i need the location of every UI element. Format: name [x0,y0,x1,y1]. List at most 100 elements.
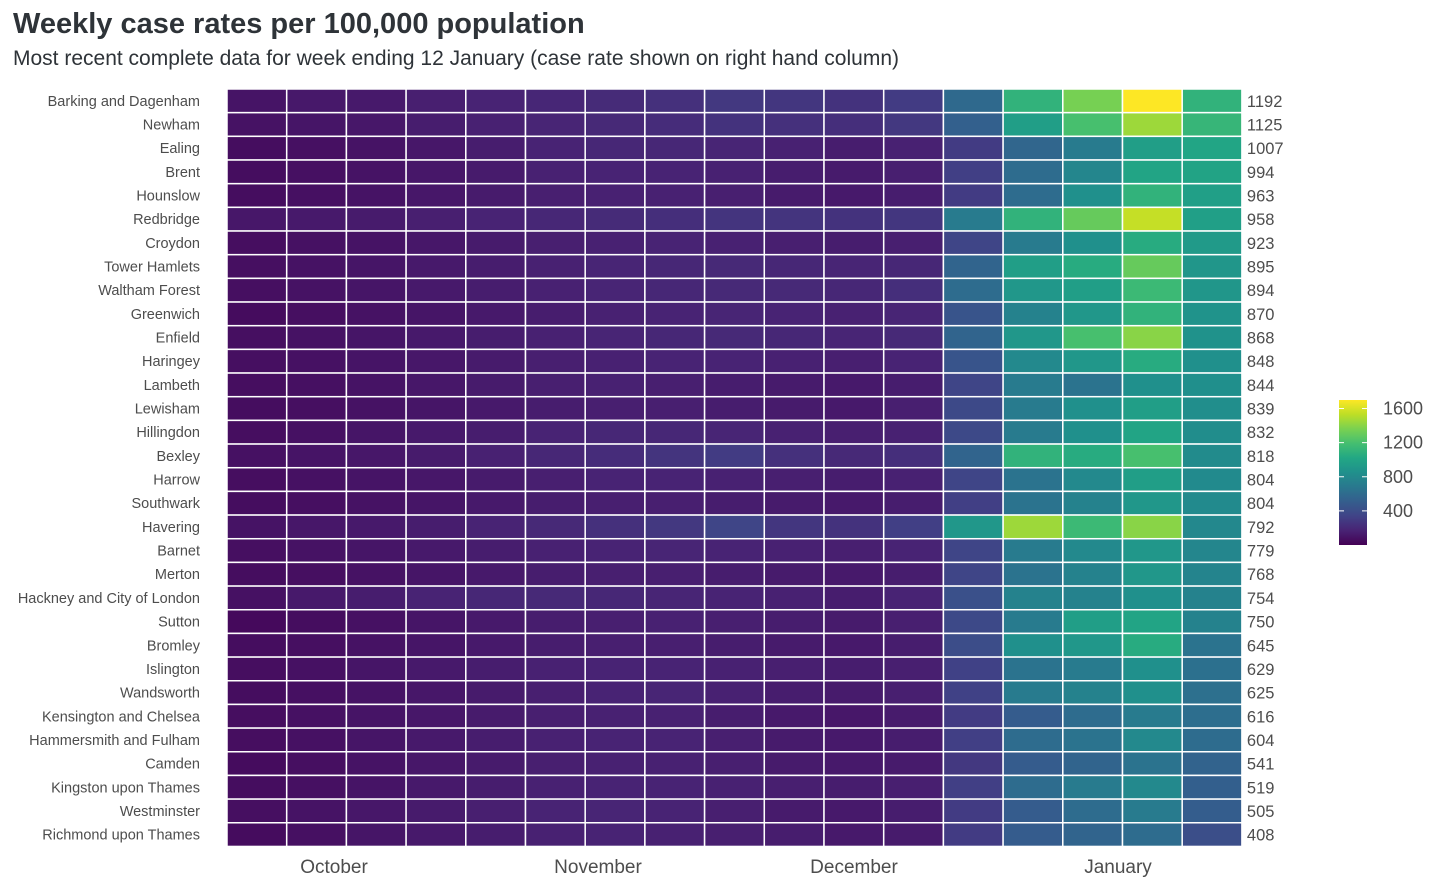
heatmap-cell [405,182,467,209]
heatmap-cell [1181,135,1243,161]
heatmap-cell [942,798,1004,824]
heatmap-cell [703,727,766,753]
heatmap-cell [644,88,706,114]
heatmap-cell [226,608,288,635]
latest-rate-label: 994 [1247,164,1275,182]
heatmap-cell [524,561,586,587]
heatmap-cell [584,537,646,564]
heatmap-cell [1062,822,1124,848]
heatmap-cell [942,159,1004,185]
heatmap-cell [942,703,1004,729]
heatmap-cell [524,135,586,161]
heatmap-cell [524,680,586,706]
heatmap-cell [1121,277,1183,303]
latest-rate-label: 768 [1247,566,1275,584]
heatmap-cell [1181,182,1243,209]
heatmap-cell [942,206,1004,232]
latest-rate-label: 1007 [1247,140,1284,158]
heatmap-cell [465,632,527,658]
heatmap-cell [823,443,885,469]
heatmap-cell [644,751,706,777]
heatmap-cell [644,466,706,493]
heatmap-cell [1121,253,1183,280]
heatmap-cell [1121,514,1183,540]
heatmap-cell [882,277,945,303]
heatmap-cell [1121,727,1183,753]
heatmap-cell [644,703,706,729]
heatmap-cell [1002,585,1064,611]
heatmap-cell [644,680,706,706]
heatmap-cell [882,372,945,398]
heatmap-cell [644,585,706,611]
heatmap-cell [345,585,407,611]
heatmap-cell [823,277,885,303]
heatmap-cell [405,514,467,540]
heatmap-cell [405,727,467,753]
heatmap-cell [882,253,945,280]
heatmap-cell [703,466,766,493]
heatmap-cell [1062,324,1124,351]
heatmap-cell [285,135,348,161]
heatmap-cell [1002,680,1064,706]
heatmap-cell [584,301,646,327]
heatmap-cell [823,537,885,564]
heatmap-cell [823,395,885,422]
heatmap-cell [405,135,467,161]
heatmap-cell [1121,182,1183,209]
heatmap-cell [1002,372,1064,398]
heatmap-cell [1062,703,1124,729]
heatmap-cell [703,135,766,161]
heatmap-cell [405,561,467,587]
heatmap-cell [226,443,288,469]
heatmap-cell [823,111,885,138]
heatmap-cell [584,656,646,682]
heatmap-cell [1002,490,1064,516]
heatmap-cell [1181,680,1243,706]
heatmap-cell [942,561,1004,587]
row-label: Islington [146,662,200,678]
heatmap-cell [942,537,1004,564]
heatmap-cell [285,88,348,114]
heatmap-cell [584,253,646,280]
heatmap-cell [1002,822,1064,848]
heatmap-cell [465,348,527,374]
heatmap-cell [763,585,825,611]
heatmap-cell [1002,632,1064,658]
heatmap-cell [703,561,766,587]
heatmap-cell [1121,324,1183,351]
heatmap-cell [226,798,288,824]
latest-rate-label: 616 [1247,708,1275,726]
heatmap-cell [942,111,1004,138]
heatmap-cell [285,419,348,445]
heatmap-cell [405,301,467,327]
heatmap-cell [942,466,1004,493]
heatmap-cell [1062,774,1124,800]
heatmap-cell [644,324,706,351]
heatmap-cell [823,656,885,682]
heatmap-cell [1062,301,1124,327]
heatmap-cell [644,348,706,374]
heatmap-cell [405,774,467,800]
heatmap-cell [882,301,945,327]
heatmap-cell [405,751,467,777]
heatmap-cell [823,348,885,374]
heatmap-cell [405,159,467,185]
heatmap-cell [285,822,348,848]
heatmap-cell [226,395,288,422]
heatmap-cell [823,372,885,398]
heatmap-cell [882,135,945,161]
x-tick-label: January [1084,857,1152,878]
heatmap-cell [882,822,945,848]
heatmap-cell [703,206,766,232]
heatmap-cell [524,253,586,280]
heatmap-cell [942,182,1004,209]
heatmap-cell [1002,206,1064,232]
heatmap-cell [1062,751,1124,777]
heatmap-cell [465,774,527,800]
heatmap-cell [703,324,766,351]
heatmap-cell [882,395,945,422]
heatmap-cell [226,206,288,232]
heatmap-cell [1181,751,1243,777]
heatmap-cell [285,348,348,374]
heatmap-cell [345,490,407,516]
